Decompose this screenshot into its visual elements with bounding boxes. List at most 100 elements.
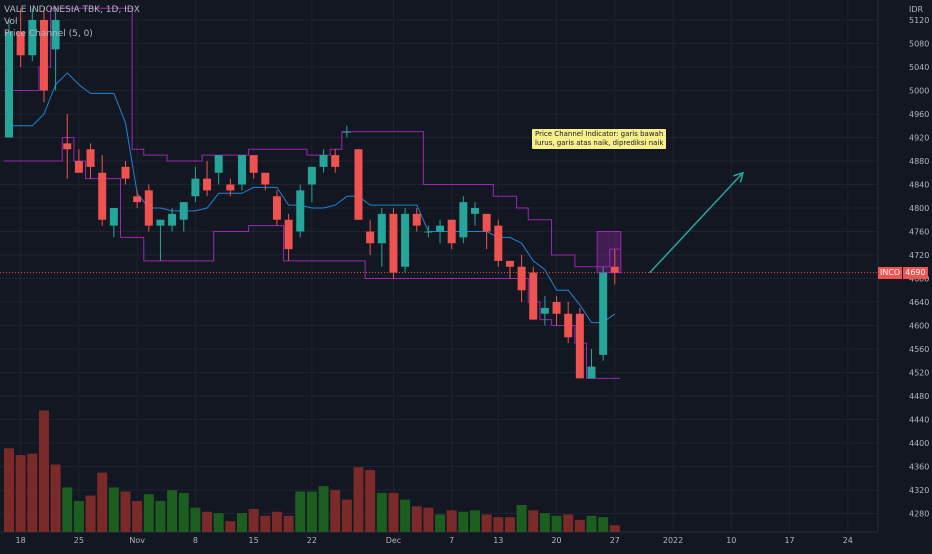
volume-bar	[411, 506, 422, 532]
candles	[5, 8, 619, 379]
candle	[86, 143, 95, 179]
volume-bar	[481, 514, 492, 532]
candle	[203, 161, 212, 197]
candle-body	[552, 302, 561, 314]
volume-bars	[4, 410, 620, 532]
price-tick-label: 5080	[909, 40, 929, 49]
price-tick-label: 5120	[909, 16, 929, 25]
candle-body	[494, 225, 503, 261]
time-tick-label: 10	[726, 536, 736, 545]
volume-bar	[27, 453, 38, 532]
candle	[354, 149, 363, 220]
price-tick-label: 4640	[909, 298, 929, 307]
candle-body	[482, 213, 491, 232]
candle	[5, 20, 13, 138]
candle-body	[587, 366, 596, 379]
price-tick-label: 4560	[909, 345, 929, 354]
candle	[505, 260, 514, 279]
candle-body	[261, 172, 270, 185]
candle-body	[459, 202, 468, 238]
candle	[575, 307, 584, 379]
candle	[377, 208, 386, 267]
candle-body	[529, 272, 538, 320]
volume-bar	[271, 511, 282, 532]
candle	[144, 184, 153, 232]
time-tick-label: 27	[610, 536, 620, 545]
candle-body	[249, 155, 258, 173]
volume-bar	[202, 511, 213, 532]
volume-bar	[330, 490, 341, 532]
time-tick-label: 15	[249, 536, 259, 545]
candle-body	[540, 307, 549, 314]
candle-body	[564, 313, 573, 338]
price-axis-labels: 4280 4320 4360 4400 4440 4480 4520 4560 4600 4640…	[909, 16, 929, 519]
time-tick-label: 8	[193, 536, 198, 545]
candle	[16, 8, 25, 67]
candle	[471, 202, 479, 226]
price-tick-label: 4760	[909, 228, 929, 237]
volume-bar	[563, 514, 574, 532]
candle-body	[51, 20, 60, 50]
price-tick-label: 4600	[909, 322, 929, 331]
volume-bar	[551, 515, 562, 532]
candle	[214, 155, 223, 185]
volume-bar	[400, 499, 411, 532]
candle	[599, 266, 608, 361]
candle-body	[575, 313, 584, 379]
candle	[63, 114, 72, 179]
volume-bar	[38, 410, 49, 532]
candle	[389, 208, 398, 279]
time-tick-label: 2022	[663, 536, 683, 545]
time-axis-labels: 18 25 Nov 8 15 22 Dec 7 13 20 27 2022 10 17 24	[16, 536, 853, 545]
volume-bar	[260, 515, 271, 532]
volume-bar	[574, 519, 585, 532]
candle-body	[191, 178, 200, 197]
volume-bar	[388, 492, 399, 532]
volume-bar	[376, 492, 387, 532]
volume-bar	[341, 499, 352, 532]
time-tick-label: 17	[784, 536, 794, 545]
candle-body	[5, 31, 13, 138]
price-tick-label: 4320	[909, 486, 929, 495]
candle-body	[331, 155, 340, 167]
candle	[28, 8, 37, 62]
candle	[121, 161, 130, 185]
volume-bar	[516, 505, 527, 532]
candle	[249, 155, 258, 179]
volume-bar	[470, 510, 480, 532]
candle	[529, 266, 538, 320]
candle-body	[610, 266, 619, 273]
volume-bar	[504, 517, 515, 532]
volume-bar	[283, 515, 294, 532]
candle	[109, 208, 118, 238]
candle	[447, 219, 456, 250]
volume-bar	[539, 513, 550, 532]
candle-body	[28, 20, 37, 56]
candle-body	[272, 196, 281, 220]
symbol-title[interactable]: VALE INDONESIA TBK, 1D, IDX	[4, 5, 140, 15]
candle	[366, 219, 375, 255]
price-tag-value: 4690	[903, 267, 928, 279]
volume-label[interactable]: Vol	[4, 17, 18, 27]
projection-arrow	[649, 171, 745, 274]
volume-bar	[423, 507, 434, 532]
candle	[436, 219, 445, 244]
candle	[226, 178, 235, 197]
time-tick-label: Nov	[129, 536, 145, 545]
volume-bar	[225, 521, 236, 532]
candle	[98, 155, 107, 226]
volume-bar	[598, 517, 609, 532]
indicator-label[interactable]: Price Channel (5, 0)	[4, 29, 93, 39]
candle-body	[98, 172, 107, 220]
candle-body	[436, 225, 445, 232]
candle-body	[354, 149, 363, 220]
candle	[261, 172, 270, 191]
candle	[39, 8, 48, 103]
candle	[179, 202, 188, 232]
candle-body	[389, 213, 398, 273]
volume-bar	[528, 510, 539, 532]
annotation-note[interactable]: Price Channel Indicator: garis bawah lur…	[532, 129, 667, 149]
candle-body	[144, 190, 153, 226]
